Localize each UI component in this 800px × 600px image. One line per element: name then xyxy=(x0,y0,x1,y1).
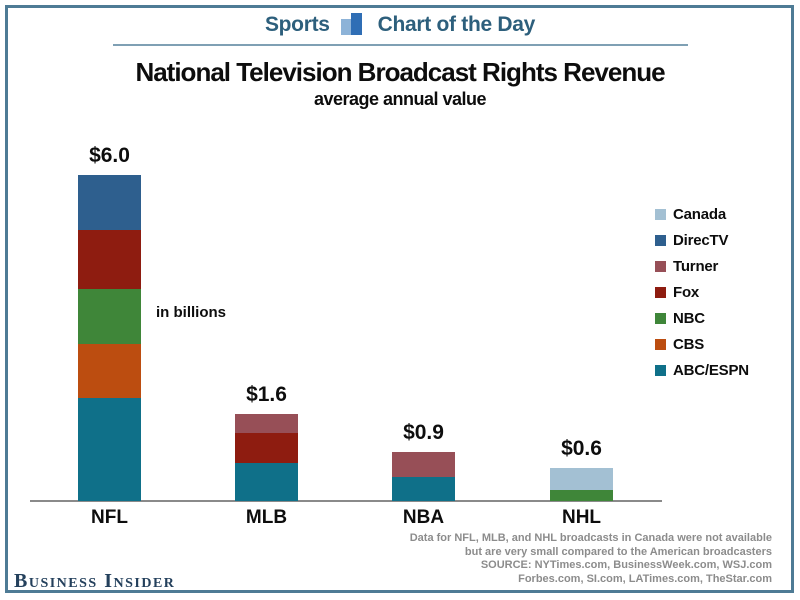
bar-total-label-nfl: $6.0 xyxy=(89,144,130,168)
legend-swatch xyxy=(655,338,666,350)
business-insider-logo: Business Insider xyxy=(14,570,176,592)
footer-note-line: but are very small compared to the Ameri… xyxy=(464,545,772,558)
bar-segment-turner xyxy=(392,452,455,477)
footer-notes: Data for NFL, MLB, and NHL broadcasts in… xyxy=(410,532,772,586)
legend-item-abc-espn: ABC/ESPN xyxy=(655,357,749,383)
bar-segment-directv xyxy=(78,175,141,230)
bar-chart-icon xyxy=(340,13,367,37)
category-label-nfl: NFL xyxy=(91,507,128,528)
bar-nba xyxy=(392,452,455,501)
category-label-nba: NBA xyxy=(402,507,445,528)
footer-note-line: SOURCE: NYTimes.com, BusinessWeek.com, W… xyxy=(480,559,772,571)
category-label-mlb: MLB xyxy=(245,507,288,528)
bar-segment-abc-espn xyxy=(235,463,298,501)
legend-label: NBC xyxy=(673,309,705,327)
legend-swatch xyxy=(655,364,666,376)
footer-note-line: Data for NFL, MLB, and NHL broadcasts in… xyxy=(409,532,772,544)
legend-label: Fox xyxy=(673,283,700,301)
legend-swatch xyxy=(655,260,666,272)
bar-segment-abc-espn xyxy=(392,476,455,501)
legend-item-directv: DirecTV xyxy=(655,227,749,253)
bar-nhl xyxy=(550,468,613,501)
legend-label: Turner xyxy=(673,257,719,275)
legend-swatch xyxy=(655,286,666,298)
chart-subtitle: average annual value xyxy=(313,89,487,109)
legend-label: Canada xyxy=(673,205,726,223)
bar-segment-turner xyxy=(235,414,298,434)
legend-swatch xyxy=(655,312,666,324)
bar-segment-nbc xyxy=(550,490,613,501)
footer-note-line: Forbes.com, SI.com, LATimes.com, TheStar… xyxy=(518,572,772,585)
bar-total-label-mlb: $1.6 xyxy=(246,383,287,407)
header-sports-label: Sports xyxy=(264,13,330,36)
legend-label: DirecTV xyxy=(673,231,729,249)
bar-segment-fox xyxy=(235,433,298,463)
legend-item-turner: Turner xyxy=(655,253,749,279)
chart-title: National Television Broadcast Rights Rev… xyxy=(135,57,665,87)
header: Sports Chart of the Day xyxy=(0,13,800,37)
bar-segment-abc-espn xyxy=(78,397,141,501)
bar-segment-canada xyxy=(550,468,613,491)
bar-total-label-nba: $0.9 xyxy=(403,421,444,445)
legend-label: ABC/ESPN xyxy=(673,361,749,379)
legend-item-cbs: CBS xyxy=(655,331,749,357)
chart-legend: Canada DirecTV Turner Fox NBC CBS ABC/ESPN xyxy=(655,201,749,383)
bar-segment-fox xyxy=(78,229,141,290)
header-divider-line xyxy=(113,44,688,46)
bar-segment-nbc xyxy=(78,289,141,344)
legend-label: CBS xyxy=(673,335,705,353)
legend-swatch xyxy=(655,234,666,246)
header-chart-of-the-day-label: Chart of the Day xyxy=(377,13,536,36)
bar-total-label-nhl: $0.6 xyxy=(561,437,602,461)
legend-item-nbc: NBC xyxy=(655,305,749,331)
bar-nfl xyxy=(78,175,141,501)
category-label-nhl: NHL xyxy=(561,507,602,528)
unit-note: in billions xyxy=(156,304,226,321)
legend-item-canada: Canada xyxy=(655,201,749,227)
bar-segment-cbs xyxy=(78,343,141,398)
legend-swatch xyxy=(655,208,666,220)
x-axis-line xyxy=(30,500,662,502)
legend-item-fox: Fox xyxy=(655,279,749,305)
bar-mlb xyxy=(235,414,298,501)
